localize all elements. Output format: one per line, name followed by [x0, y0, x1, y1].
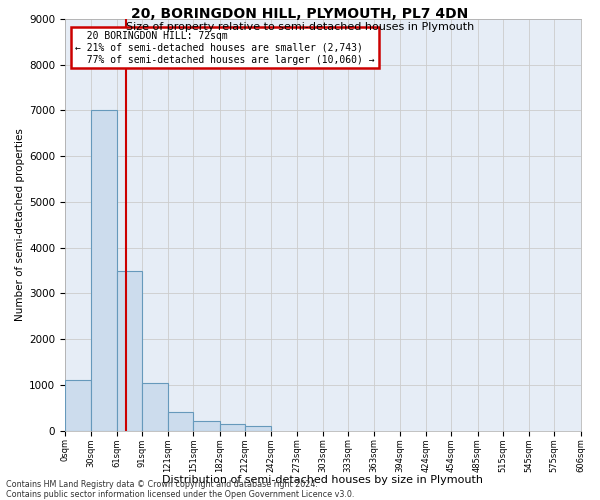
Text: Contains HM Land Registry data © Crown copyright and database right 2024.: Contains HM Land Registry data © Crown c…	[6, 480, 318, 489]
Bar	[65, 380, 91, 430]
Bar	[193, 422, 220, 430]
Bar	[117, 270, 142, 430]
Bar	[142, 382, 168, 430]
Text: 20 BORINGDON HILL: 72sqm
← 21% of semi-detached houses are smaller (2,743)
  77%: 20 BORINGDON HILL: 72sqm ← 21% of semi-d…	[76, 32, 375, 64]
Text: Size of property relative to semi-detached houses in Plymouth: Size of property relative to semi-detach…	[126, 22, 474, 32]
Bar	[168, 412, 193, 430]
Bar	[91, 110, 117, 430]
Bar	[245, 426, 271, 430]
Bar	[220, 424, 245, 430]
Text: 20, BORINGDON HILL, PLYMOUTH, PL7 4DN: 20, BORINGDON HILL, PLYMOUTH, PL7 4DN	[131, 8, 469, 22]
Y-axis label: Number of semi-detached properties: Number of semi-detached properties	[15, 128, 25, 321]
X-axis label: Distribution of semi-detached houses by size in Plymouth: Distribution of semi-detached houses by …	[162, 475, 483, 485]
Text: Contains public sector information licensed under the Open Government Licence v3: Contains public sector information licen…	[6, 490, 355, 499]
